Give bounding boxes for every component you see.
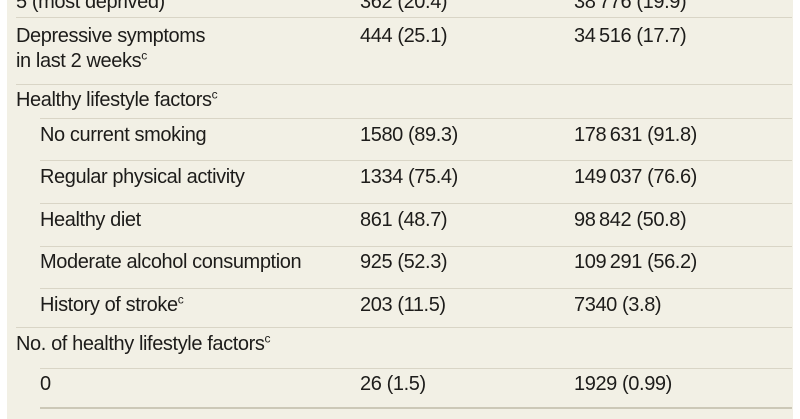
row-value2-factors-0: 1929 (0.99) — [574, 373, 672, 395]
section-header-healthy-lifestyle-factors: Healthy lifestyle factorsc — [16, 87, 218, 112]
row-value2-history-of-stroke: 7340 (3.8) — [574, 294, 662, 316]
row-value2-regular-physical-activity: 149 037 (76.6) — [574, 166, 697, 188]
row-value1-no-current-smoking: 1580 (89.3) — [360, 124, 458, 146]
row-divider — [40, 407, 792, 409]
row-value1-healthy-diet: 861 (48.7) — [360, 209, 448, 231]
row-divider — [40, 160, 792, 161]
row-divider — [40, 368, 792, 369]
row-value1-moderate-alcohol-consumption: 925 (52.3) — [360, 251, 448, 273]
row-value2-no-current-smoking: 178 631 (91.8) — [574, 124, 697, 146]
label-text: in last 2 weeks — [16, 50, 142, 72]
row-label-deprivation-5: 5 (most deprived) — [16, 0, 165, 14]
row-label-depressive-symptoms-line2: in last 2 weeksc — [16, 48, 148, 73]
row-value2-moderate-alcohol-consumption: 109 291 (56.2) — [574, 251, 697, 273]
label-text: History of stroke — [40, 294, 178, 316]
label-text: 5 (most deprived) — [16, 0, 165, 13]
footnote-marker: c — [211, 87, 218, 102]
row-value1-history-of-stroke: 203 (11.5) — [360, 294, 446, 316]
row-value2-healthy-diet: 98 842 (50.8) — [574, 209, 687, 231]
label-text: No. of healthy lifestyle factors — [16, 333, 265, 355]
row-divider — [16, 17, 792, 18]
section-divider — [16, 327, 792, 328]
row-value1-depressive-symptoms: 444 (25.1) — [360, 25, 448, 47]
row-value2-deprivation-5: 38 776 (19.9) — [574, 0, 687, 13]
row-value1-factors-0: 26 (1.5) — [360, 373, 426, 395]
footnote-marker: c — [264, 331, 271, 346]
row-value2-depressive-symptoms: 34 516 (17.7) — [574, 25, 687, 47]
section-header-num-healthy-lifestyle-factors: No. of healthy lifestyle factorsc — [16, 331, 271, 356]
footnote-marker: c — [141, 48, 148, 63]
row-divider — [40, 288, 792, 289]
row-divider — [40, 246, 792, 247]
footnote-marker: c — [177, 292, 184, 307]
row-label-healthy-diet: Healthy diet — [40, 209, 141, 231]
row-value1-regular-physical-activity: 1334 (75.4) — [360, 166, 458, 188]
baseline-characteristics-table: 5 (most deprived) 362 (20.4) 38 776 (19.… — [7, 0, 793, 419]
row-divider — [40, 118, 792, 119]
row-value1-deprivation-5: 362 (20.4) — [360, 0, 448, 13]
row-label-no-current-smoking: No current smoking — [40, 124, 207, 146]
row-label-history-of-stroke: History of strokec — [40, 292, 184, 317]
row-label-factors-0: 0 — [40, 373, 51, 395]
label-text: Healthy lifestyle factors — [16, 89, 212, 111]
row-label-depressive-symptoms-line1: Depressive symptoms — [16, 25, 206, 47]
row-divider — [40, 203, 792, 204]
row-label-moderate-alcohol-consumption: Moderate alcohol consumption — [40, 251, 302, 273]
row-label-regular-physical-activity: Regular physical activity — [40, 166, 245, 188]
section-divider — [16, 84, 792, 85]
